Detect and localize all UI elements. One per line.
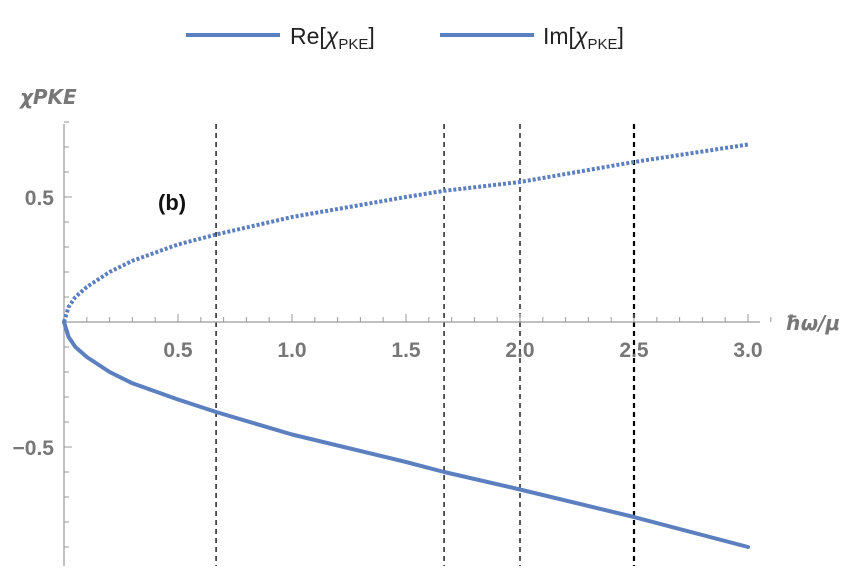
x-tick-label-4: 2.0 bbox=[505, 339, 534, 362]
x-tick-label-5: 2.5 bbox=[619, 339, 649, 362]
x-axis-label: ħω/μ bbox=[785, 311, 840, 335]
x-tick-label-1: 0.5 bbox=[163, 339, 193, 362]
y-axis-label: χPKE bbox=[19, 85, 77, 109]
legend-label-1: Re[χPKE] bbox=[290, 23, 375, 53]
x-tick-label-2: 1.0 bbox=[277, 339, 306, 362]
series-line-2 bbox=[62, 320, 750, 549]
panel-label: (b) bbox=[158, 190, 186, 215]
x-tick-label-3: 1.5 bbox=[391, 339, 421, 362]
plot-area: 0.5 1.0 1.5 2.0 2.5 3.0 0.5 −0.5 bbox=[13, 121, 772, 566]
y-tick-label-1: 0.5 bbox=[25, 187, 55, 210]
y-tick-label-2: −0.5 bbox=[13, 437, 55, 460]
series-line-1 bbox=[62, 142, 749, 323]
x-tick-label-6: 3.0 bbox=[733, 339, 762, 362]
legend-label-2: Im[χPKE] bbox=[543, 23, 624, 53]
legend: Re[χPKE] Im[χPKE] bbox=[186, 23, 624, 53]
